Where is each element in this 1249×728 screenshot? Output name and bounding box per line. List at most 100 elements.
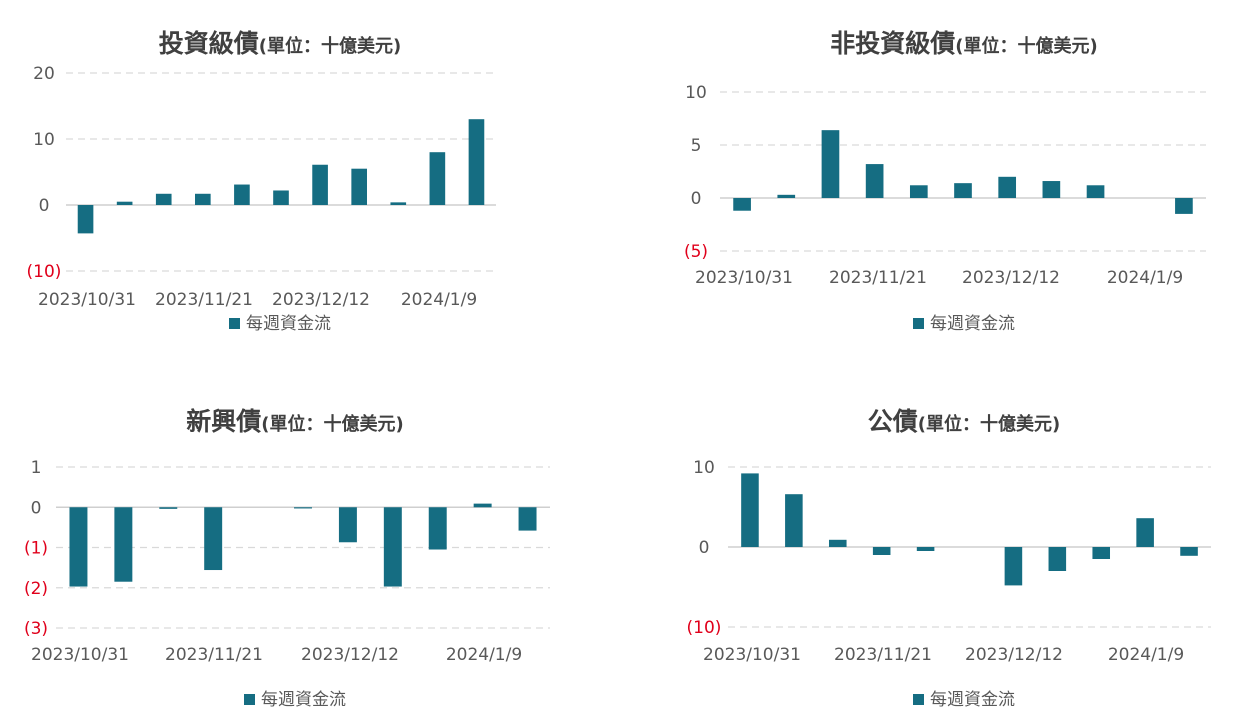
x-tick-label: 2024/1/9	[1107, 268, 1183, 288]
y-tick-label: (3)	[24, 619, 48, 639]
y-tick-label: (2)	[24, 579, 48, 599]
legend-label: 每週資金流	[246, 314, 331, 334]
bar	[473, 503, 492, 508]
y-tick-label: 0	[691, 189, 702, 209]
bar	[312, 164, 328, 205]
x-tick-label: 2024/1/9	[446, 645, 522, 665]
chart-title-unit: (單位：十億美元)	[258, 36, 402, 57]
chart-title-main: 新興債	[186, 407, 262, 436]
chart-title: 新興債(單位：十億美元)	[40, 402, 550, 438]
legend-label: 每週資金流	[261, 690, 346, 710]
legend-label: 每週資金流	[930, 314, 1015, 334]
legend-swatch	[913, 693, 924, 705]
x-tick-label: 2023/10/31	[703, 645, 801, 665]
bar	[777, 194, 796, 198]
y-tick-label: 1	[31, 458, 42, 478]
bar	[351, 168, 367, 205]
x-tick-label: 2023/12/12	[272, 290, 370, 310]
bar	[1042, 181, 1061, 198]
bar	[909, 185, 928, 198]
y-tick-label: 0	[39, 196, 50, 216]
x-tick-label: 2023/10/31	[695, 268, 793, 288]
bar	[116, 201, 133, 205]
bar	[1136, 518, 1154, 547]
x-tick-label: 2023/12/12	[962, 268, 1060, 288]
bar	[785, 494, 803, 547]
x-tick-label: 2023/11/21	[165, 645, 263, 665]
x-tick-label: 2023/11/21	[834, 645, 932, 665]
y-tick-label: (10)	[27, 262, 62, 282]
chart-title-unit: (單位：十億美元)	[917, 414, 1061, 435]
bar	[428, 507, 447, 550]
chart-legend: 每週資金流	[40, 685, 550, 710]
bar	[872, 547, 891, 555]
chart-title-unit: (單位：十億美元)	[955, 36, 1098, 57]
chart-legend: 每週資金流	[60, 309, 500, 334]
y-tick-label: 5	[691, 136, 702, 156]
y-tick-label: 10	[685, 83, 707, 103]
bar	[865, 164, 884, 198]
bar	[69, 507, 88, 587]
bar	[1086, 185, 1105, 198]
chart-panel-high-yield: 非投資級債(單位：十億美元) 10 5 0 (5) 2023/10/31 2023/11/…	[624, 0, 1249, 364]
x-tick-label: 2024/1/9	[401, 290, 477, 310]
y-tick-label: 0	[31, 498, 42, 518]
bar	[468, 119, 485, 205]
legend-swatch	[913, 317, 924, 329]
bar-chart-emerging-market: 1 0 (1) (2) (3) 2023/10/31 2023/11/21 2023/12/1…	[24, 458, 550, 665]
bar	[338, 507, 357, 543]
bar	[1048, 547, 1067, 571]
chart-panel-emerging-market: 新興債(單位：十億美元) 1 0 (1) (2) (3) 2023/10/31 2023/1…	[0, 364, 624, 728]
bar	[155, 193, 172, 205]
bar-chart-government: 10 0 (10) 2023/10/31 2023/11/21 2023/12/12 202…	[687, 458, 1211, 665]
bar	[159, 507, 178, 509]
legend-label: 每週資金流	[930, 690, 1015, 710]
y-tick-label: 0	[699, 538, 710, 558]
bar	[916, 547, 935, 551]
bar	[733, 198, 751, 211]
bar-chart-investment-grade: 20 10 0 (10) 2023/10/31 2023/11/21 2023/12/12 2…	[27, 64, 496, 310]
bar	[234, 184, 250, 205]
legend-swatch	[244, 693, 255, 705]
y-tick-label: 10	[33, 130, 55, 150]
y-tick-label: 10	[693, 458, 715, 478]
legend-swatch	[229, 317, 240, 329]
chart-title-main: 投資級債	[158, 29, 259, 58]
chart-title-main: 非投資級債	[830, 29, 956, 58]
y-tick-label: (1)	[24, 539, 48, 559]
chart-panel-government: 公債(單位：十億美元) 10 0 (10) 2023/10/31 2023/11/21 2…	[624, 364, 1249, 728]
x-tick-label: 2023/12/12	[965, 645, 1063, 665]
bar	[390, 202, 407, 205]
bar-chart-high-yield: 10 5 0 (5) 2023/10/31 2023/11/21 2023/12/12 202…	[684, 83, 1206, 288]
bar	[195, 193, 211, 205]
x-tick-label: 2023/10/31	[38, 290, 136, 310]
bar	[518, 507, 537, 531]
bar	[954, 183, 972, 198]
bar	[1092, 547, 1111, 559]
chart-legend: 每週資金流	[714, 309, 1214, 334]
bar	[204, 507, 223, 571]
bar	[828, 539, 847, 547]
x-tick-label: 2024/1/9	[1108, 645, 1184, 665]
bar	[741, 473, 759, 547]
bar	[77, 205, 94, 234]
x-tick-label: 2023/11/21	[155, 290, 253, 310]
bar	[1175, 198, 1193, 214]
chart-panel-investment-grade: 投資級債(單位：十億美元) 20 10 0 (10) 2023/10/31 2023/11…	[0, 0, 624, 364]
bar	[429, 152, 446, 205]
y-tick-label: (5)	[684, 242, 708, 262]
chart-title: 投資級債(單位：十億美元)	[60, 24, 500, 60]
bar	[383, 507, 402, 587]
chart-title-main: 公債	[867, 407, 918, 436]
y-tick-label: 20	[33, 64, 55, 84]
chart-legend: 每週資金流	[714, 685, 1214, 710]
bar	[273, 190, 289, 205]
x-tick-label: 2023/11/21	[829, 268, 927, 288]
chart-title-unit: (單位：十億美元)	[261, 414, 404, 435]
bar	[821, 130, 840, 198]
chart-title: 非投資級債(單位：十億美元)	[714, 24, 1214, 60]
bar	[998, 176, 1017, 198]
bar	[1004, 547, 1023, 586]
bar	[1180, 547, 1198, 556]
bar	[114, 507, 133, 582]
